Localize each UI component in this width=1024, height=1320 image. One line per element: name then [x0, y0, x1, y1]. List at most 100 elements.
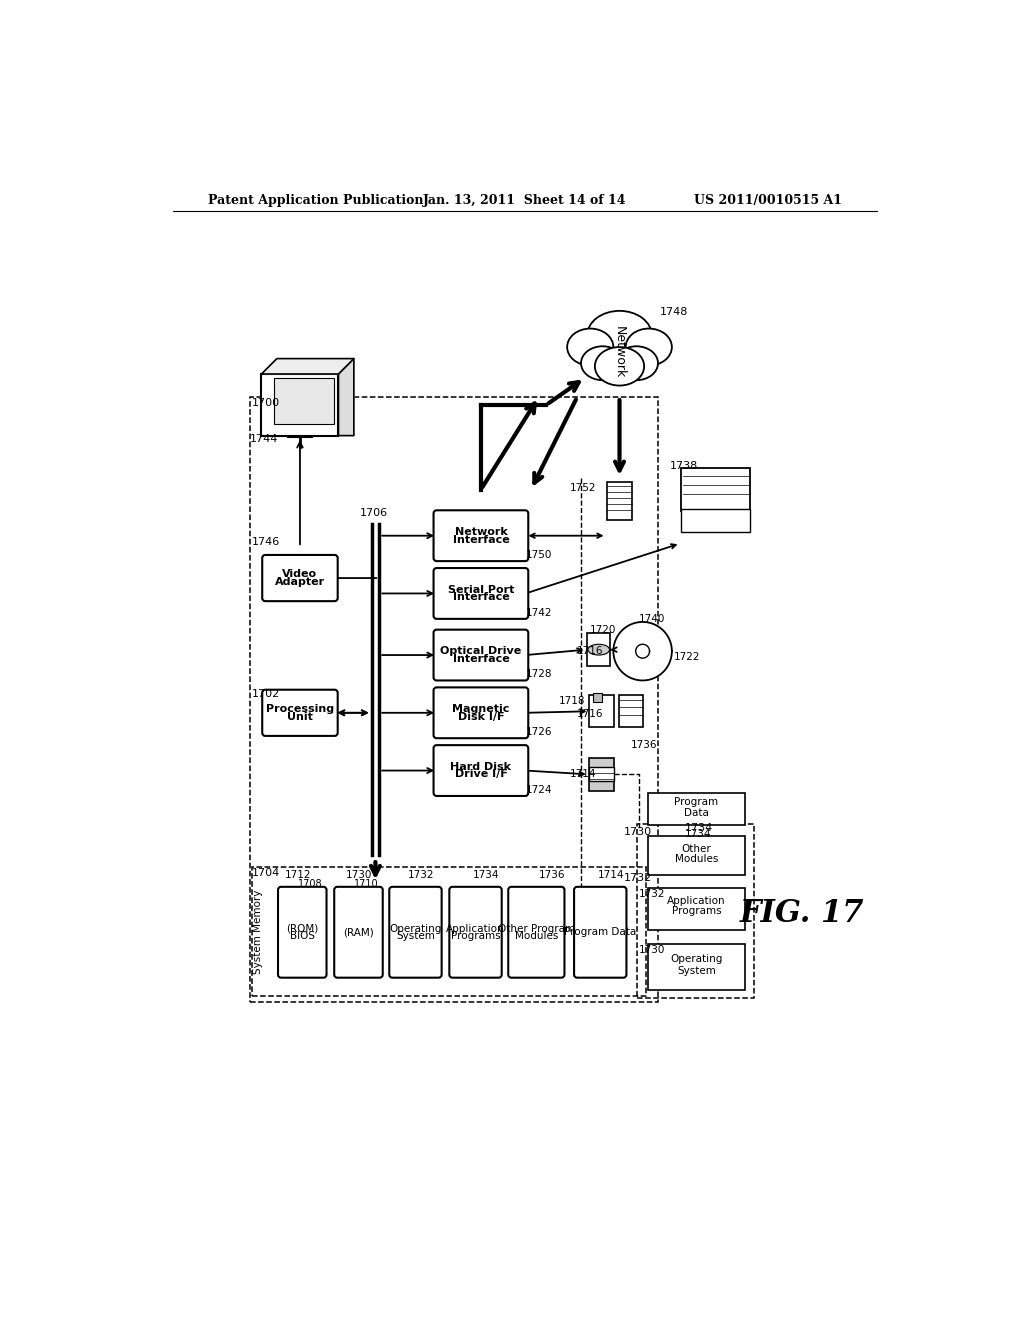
Text: 1736: 1736 — [539, 870, 565, 879]
FancyBboxPatch shape — [278, 887, 327, 978]
Bar — [593, 693, 602, 702]
Text: System: System — [396, 931, 435, 941]
Bar — [252, 867, 646, 997]
Bar — [250, 397, 658, 1002]
Bar — [261, 374, 339, 436]
Text: 1700: 1700 — [252, 399, 281, 408]
Text: 1742: 1742 — [525, 607, 552, 618]
Text: 1750: 1750 — [525, 550, 552, 560]
Text: Interface: Interface — [453, 593, 509, 602]
Text: 1738: 1738 — [670, 462, 697, 471]
Text: Unit: Unit — [287, 711, 313, 722]
Text: 1730: 1730 — [639, 945, 666, 954]
Bar — [273, 378, 334, 424]
Text: 1752: 1752 — [569, 483, 596, 492]
Text: (RAM): (RAM) — [343, 927, 374, 937]
Text: Video: Video — [283, 569, 317, 579]
Text: 1702: 1702 — [252, 689, 281, 698]
Text: Patent Application Publication: Patent Application Publication — [208, 194, 423, 207]
Text: 1714: 1714 — [569, 770, 596, 779]
Text: Interface: Interface — [453, 535, 509, 545]
Text: Adapter: Adapter — [274, 577, 325, 587]
Text: 1728: 1728 — [525, 669, 552, 680]
Polygon shape — [613, 622, 672, 680]
Text: 1726: 1726 — [525, 727, 552, 737]
Text: 1748: 1748 — [659, 308, 688, 317]
FancyBboxPatch shape — [450, 887, 502, 978]
Bar — [648, 836, 744, 875]
Ellipse shape — [567, 329, 613, 366]
Text: 1734: 1734 — [473, 870, 500, 879]
Bar — [618, 696, 643, 727]
Text: Interface: Interface — [453, 653, 509, 664]
Text: 1712: 1712 — [285, 870, 311, 879]
Text: 1734: 1734 — [685, 829, 712, 840]
Text: 1730: 1730 — [346, 870, 373, 879]
Text: Network: Network — [455, 527, 507, 537]
Polygon shape — [261, 359, 354, 374]
FancyBboxPatch shape — [262, 689, 338, 737]
Text: 1720: 1720 — [590, 626, 615, 635]
Text: 1736: 1736 — [631, 741, 657, 750]
FancyBboxPatch shape — [334, 887, 383, 978]
Text: 1714: 1714 — [598, 870, 625, 879]
FancyBboxPatch shape — [389, 887, 441, 978]
Text: Drive I/F: Drive I/F — [455, 770, 507, 779]
Text: Hard Disk: Hard Disk — [451, 762, 511, 772]
FancyBboxPatch shape — [433, 744, 528, 796]
Bar — [590, 767, 614, 781]
Text: 1734: 1734 — [685, 824, 713, 833]
Text: System Memory: System Memory — [253, 890, 262, 974]
Text: 1732: 1732 — [639, 888, 666, 899]
Text: System: System — [677, 966, 716, 975]
Text: 1746: 1746 — [252, 537, 281, 546]
Text: Modules: Modules — [675, 854, 718, 865]
Text: 1724: 1724 — [525, 785, 552, 795]
Text: Program: Program — [675, 797, 719, 807]
Text: 1716: 1716 — [578, 709, 604, 719]
Bar — [648, 944, 744, 990]
Bar — [681, 469, 751, 511]
Text: 1732: 1732 — [624, 874, 651, 883]
Text: Operating: Operating — [671, 954, 723, 964]
Text: 1710: 1710 — [354, 879, 379, 888]
Bar — [607, 482, 632, 520]
Bar — [681, 508, 751, 532]
Text: Application: Application — [668, 896, 726, 907]
Text: US 2011/0010515 A1: US 2011/0010515 A1 — [694, 194, 842, 207]
Ellipse shape — [595, 347, 644, 385]
Text: 1704: 1704 — [252, 869, 281, 878]
Text: Other Program: Other Program — [498, 924, 574, 933]
Ellipse shape — [581, 346, 625, 380]
Text: Programs: Programs — [672, 907, 721, 916]
Text: Jan. 13, 2011  Sheet 14 of 14: Jan. 13, 2011 Sheet 14 of 14 — [423, 194, 627, 207]
FancyBboxPatch shape — [262, 554, 338, 601]
Ellipse shape — [626, 329, 672, 366]
Bar — [590, 696, 614, 727]
Text: Program Data: Program Data — [564, 927, 636, 937]
Ellipse shape — [614, 346, 658, 380]
Text: (ROM): (ROM) — [286, 924, 318, 933]
Bar — [590, 758, 614, 791]
Text: 1718: 1718 — [559, 696, 585, 706]
Text: 1716: 1716 — [578, 647, 604, 656]
Bar — [587, 634, 610, 665]
Text: Optical Drive: Optical Drive — [440, 647, 521, 656]
FancyBboxPatch shape — [433, 630, 528, 681]
Text: 1706: 1706 — [360, 508, 388, 517]
Ellipse shape — [587, 312, 652, 360]
Text: Application: Application — [446, 924, 505, 933]
Bar — [648, 793, 744, 825]
Text: 1740: 1740 — [639, 614, 666, 624]
Text: Programs: Programs — [451, 931, 501, 941]
FancyBboxPatch shape — [433, 688, 528, 738]
Text: BIOS: BIOS — [290, 931, 314, 941]
Text: Serial Port: Serial Port — [447, 585, 514, 594]
FancyBboxPatch shape — [433, 568, 528, 619]
Text: Modules: Modules — [515, 931, 558, 941]
FancyBboxPatch shape — [433, 511, 528, 561]
Bar — [648, 888, 744, 931]
Text: Data: Data — [684, 808, 709, 818]
Text: 1730: 1730 — [624, 828, 651, 837]
Text: 1722: 1722 — [674, 652, 700, 663]
